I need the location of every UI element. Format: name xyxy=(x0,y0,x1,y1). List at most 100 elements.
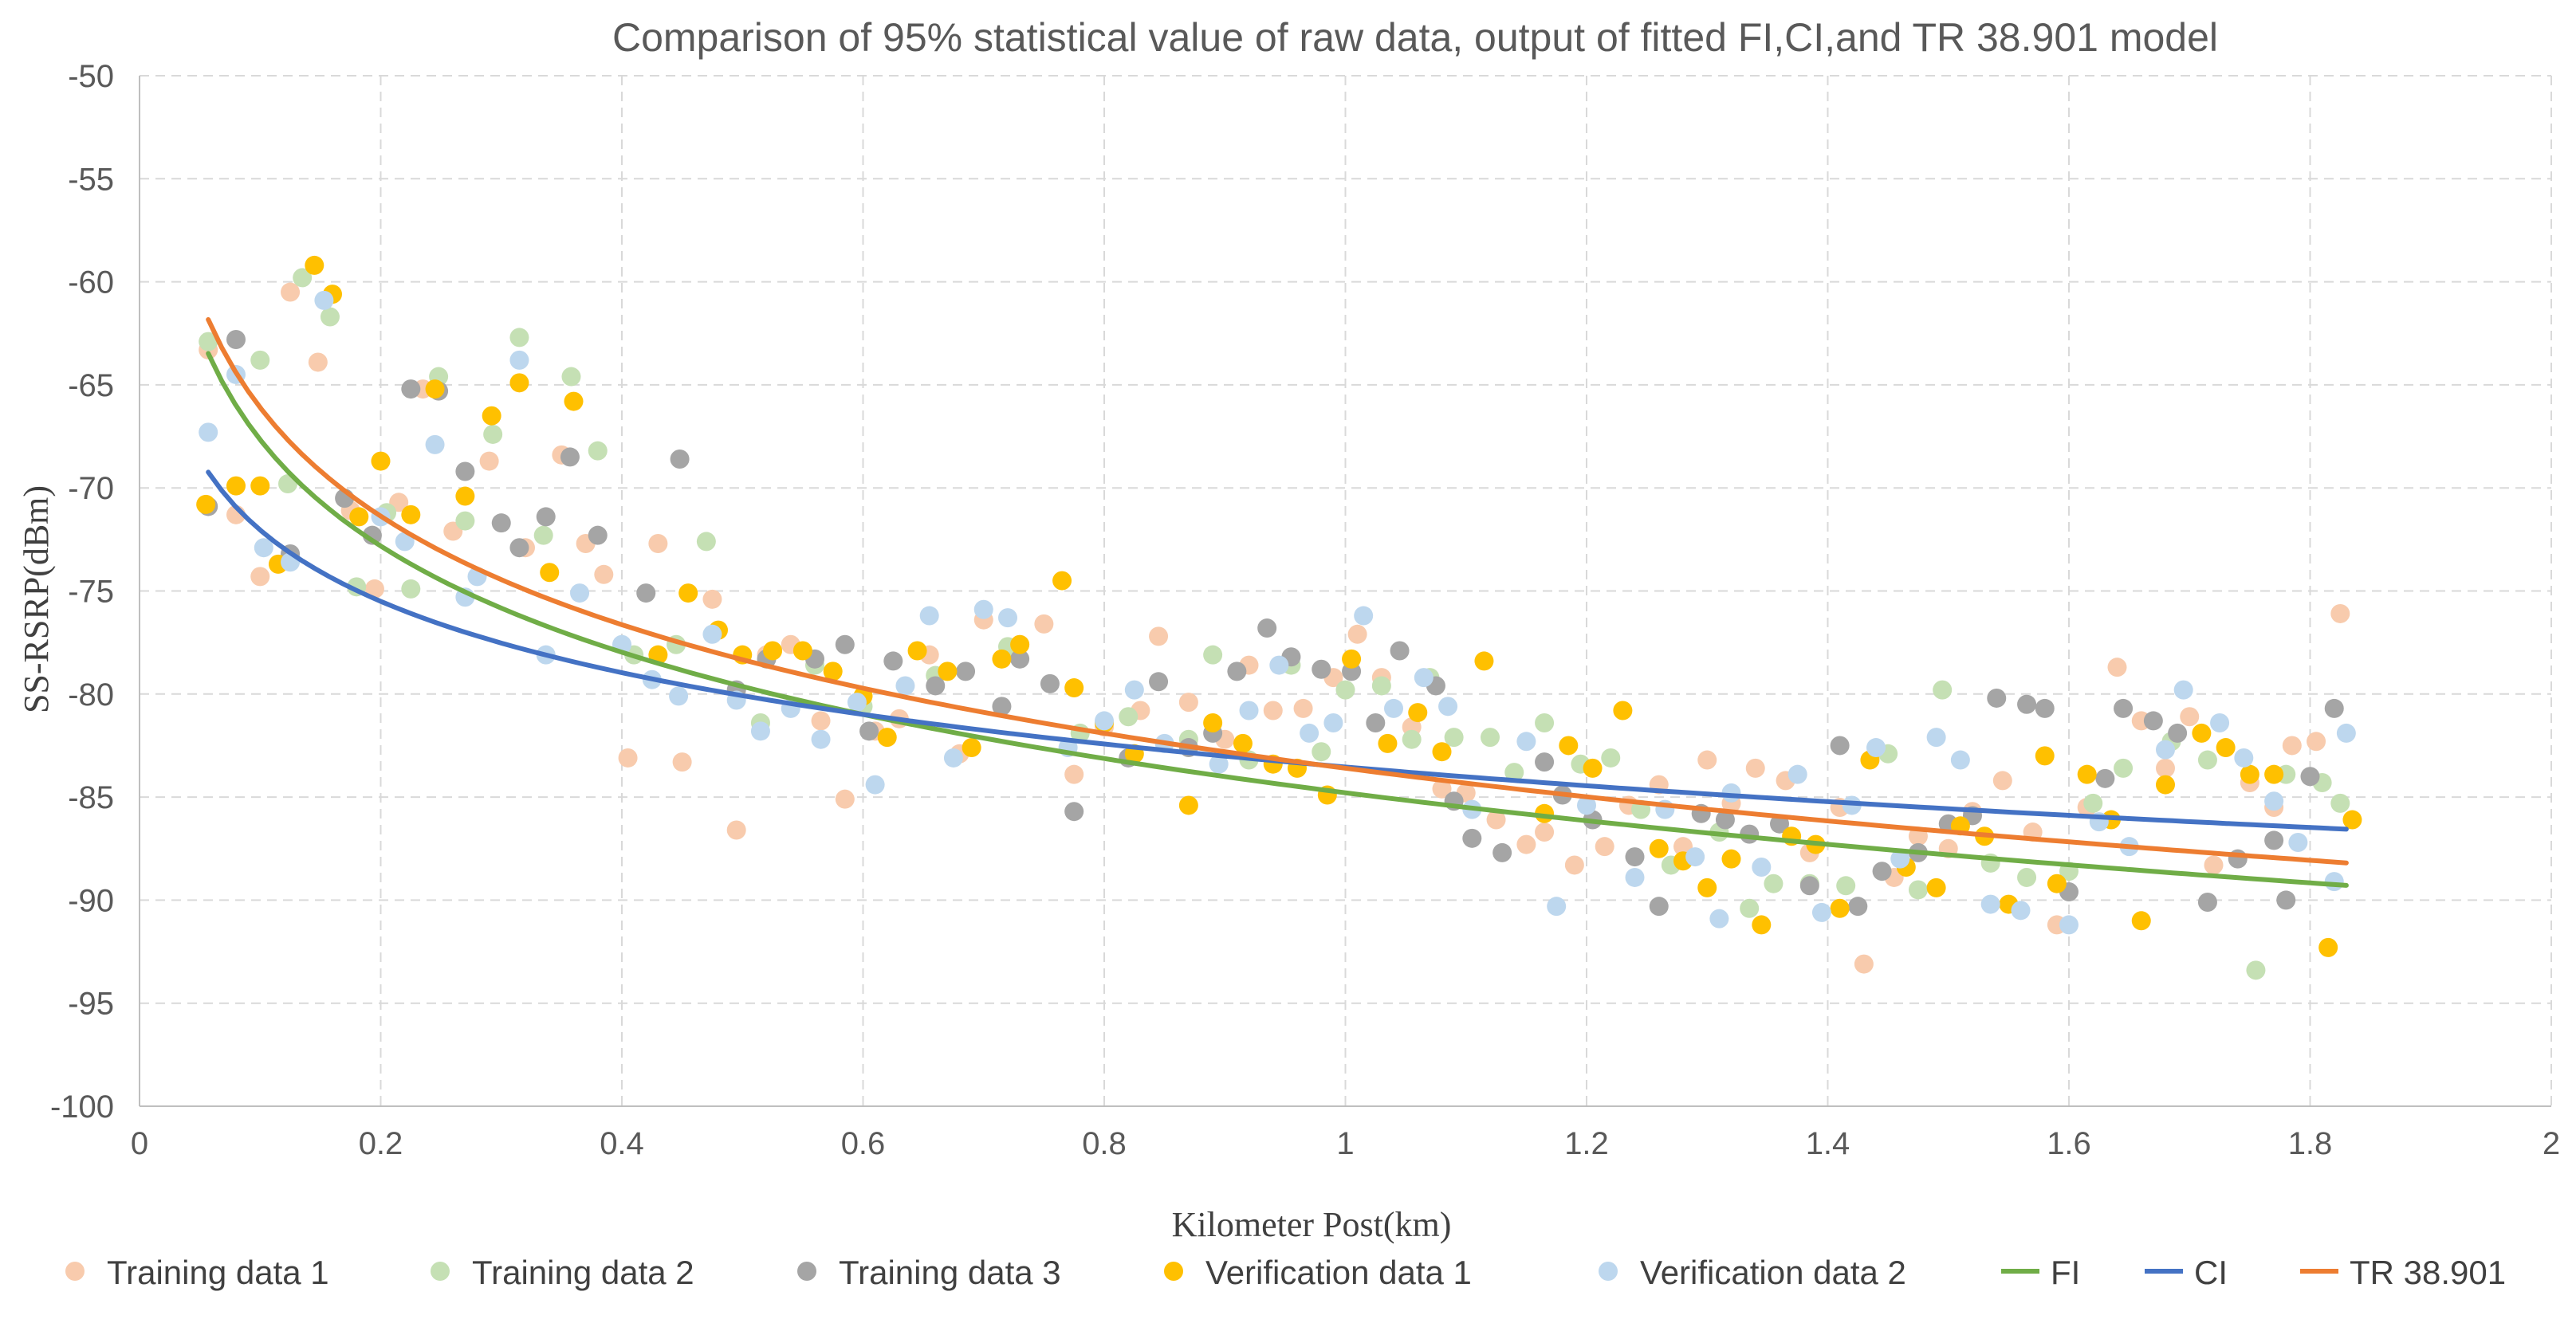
x-tick-label: 0.6 xyxy=(841,1126,886,1161)
data-point xyxy=(1384,698,1403,718)
data-point xyxy=(533,525,553,545)
legend-marker xyxy=(1164,1262,1183,1281)
x-tick-label: 1.6 xyxy=(2047,1126,2091,1161)
data-point xyxy=(895,676,915,696)
data-point xyxy=(1040,673,1060,693)
data-point xyxy=(560,447,580,467)
data-point xyxy=(750,721,770,741)
data-point xyxy=(1950,750,1970,770)
data-point xyxy=(1577,795,1596,815)
data-point xyxy=(371,451,391,471)
data-point xyxy=(2017,694,2037,714)
data-point xyxy=(1685,847,1705,867)
data-point xyxy=(594,564,614,584)
data-point xyxy=(364,579,384,599)
legend-label: Training data 3 xyxy=(839,1254,1061,1291)
data-point xyxy=(956,662,976,681)
data-point xyxy=(2282,736,2302,756)
legend-marker xyxy=(797,1262,816,1281)
data-point xyxy=(1980,894,2000,914)
y-tick-label: -95 xyxy=(68,987,114,1022)
data-point xyxy=(570,583,590,603)
data-point xyxy=(1149,626,1169,646)
data-point xyxy=(2234,748,2254,768)
data-point xyxy=(926,676,946,696)
data-point xyxy=(1516,732,1536,752)
x-tick-label: 0.2 xyxy=(359,1126,403,1161)
data-point xyxy=(401,379,421,399)
data-point xyxy=(696,532,716,552)
legend-label: CI xyxy=(2194,1254,2228,1291)
data-point xyxy=(1908,880,1928,900)
data-point xyxy=(1697,877,1717,897)
data-point xyxy=(1564,855,1584,875)
data-point xyxy=(308,352,328,372)
data-point xyxy=(1034,614,1054,634)
data-point xyxy=(1992,771,2012,791)
data-point xyxy=(2330,793,2350,813)
data-point xyxy=(2035,698,2055,718)
data-point xyxy=(2197,892,2217,912)
data-point xyxy=(1535,752,1555,772)
data-point xyxy=(564,391,584,411)
legend-marker xyxy=(65,1262,85,1281)
data-point xyxy=(1715,810,1735,830)
legend-item: Training data 1 xyxy=(65,1254,329,1291)
data-point xyxy=(1486,810,1506,830)
data-point xyxy=(1149,672,1169,692)
y-tick-label: -80 xyxy=(68,677,114,713)
data-point xyxy=(401,579,421,599)
data-point xyxy=(1752,858,1772,877)
series-verification-data-1 xyxy=(196,255,2362,957)
data-point xyxy=(1872,862,1892,881)
x-tick-label: 1.8 xyxy=(2288,1126,2333,1161)
data-point xyxy=(1052,571,1072,591)
data-point xyxy=(2047,874,2067,893)
data-point xyxy=(2095,768,2115,788)
data-point xyxy=(2330,603,2350,623)
data-point xyxy=(2216,738,2236,758)
x-tick-label: 1.4 xyxy=(1806,1126,1850,1161)
data-point xyxy=(1535,713,1555,733)
data-point xyxy=(2083,793,2103,813)
data-point xyxy=(491,513,511,533)
data-point xyxy=(1866,738,1886,758)
data-point xyxy=(1535,823,1555,842)
data-point xyxy=(1493,842,1512,862)
data-point xyxy=(2011,901,2031,921)
series-training-data-3 xyxy=(199,330,2344,917)
data-point xyxy=(1119,707,1139,727)
data-point xyxy=(2156,775,2175,795)
data-point xyxy=(509,328,529,347)
axes xyxy=(139,76,2551,1107)
data-point xyxy=(672,752,692,772)
y-tick-label: -60 xyxy=(68,265,114,300)
y-tick-label: -55 xyxy=(68,162,114,197)
data-point xyxy=(2180,707,2200,727)
data-point xyxy=(992,697,1012,717)
line-ci xyxy=(206,469,2349,832)
data-point xyxy=(482,406,501,426)
tick-labels: -50 -55 -60 -65 -70 -75 -80 -85 -90 -95 -100 0 0.2 0.… xyxy=(50,59,2560,1161)
data-point xyxy=(1764,874,1784,893)
data-point xyxy=(483,424,503,444)
data-point xyxy=(1625,847,1645,867)
data-point xyxy=(1474,651,1494,671)
data-point xyxy=(1312,659,1331,679)
data-point xyxy=(250,350,270,370)
data-point xyxy=(1462,828,1482,848)
data-point xyxy=(1432,779,1452,799)
data-point xyxy=(1559,736,1579,756)
data-point xyxy=(1293,698,1313,718)
data-point xyxy=(1390,641,1410,661)
data-point xyxy=(1830,736,1850,756)
data-point xyxy=(1209,754,1229,774)
data-point xyxy=(536,507,556,527)
data-point xyxy=(1625,867,1645,887)
legend-item: Training data 2 xyxy=(431,1254,694,1291)
data-point xyxy=(479,451,499,471)
data-point xyxy=(907,641,927,661)
grid xyxy=(140,75,2552,1106)
data-point xyxy=(1064,678,1084,698)
data-point xyxy=(425,379,445,399)
